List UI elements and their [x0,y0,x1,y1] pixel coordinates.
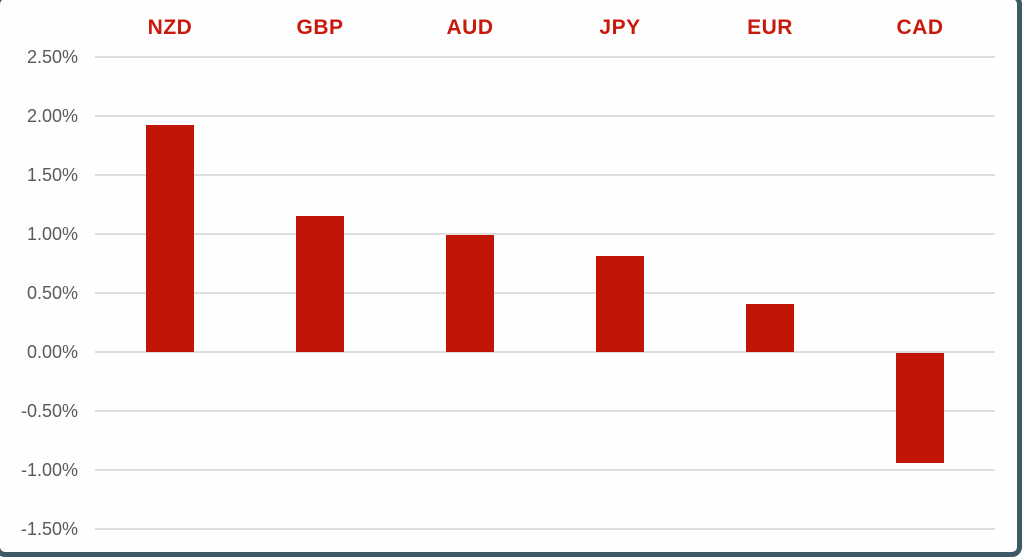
gridline [95,56,995,58]
gridline [95,410,995,412]
gridline [95,469,995,471]
y-axis-tick-label: -0.50% [20,401,78,421]
plot-area [95,56,995,530]
bar-nzd [146,125,194,352]
bar-cad [896,353,944,463]
gridline [95,292,995,294]
gridline [95,174,995,176]
y-axis-tick-label: -1.00% [20,460,78,480]
gridline [95,233,995,235]
category-label-gbp: GBP [296,16,344,39]
bar-eur [746,303,794,352]
category-label-jpy: JPY [599,16,641,39]
y-axis-tick-labels: 2.50% 2.00% 1.50% 1.00% 0.50% 0.00% -0.50% -1.0… [0,0,80,558]
bar-aud [446,235,494,352]
category-labels-row: NZD GBP AUD JPY EUR CAD [0,0,1024,48]
category-label-aud: AUD [446,16,494,39]
gridline [95,115,995,117]
bar-jpy [596,256,644,352]
y-axis-tick-label: 0.50% [26,283,78,303]
gridline [95,351,995,353]
y-axis-tick-label: -1.50% [20,519,78,539]
y-axis-tick-label: 1.50% [26,165,78,185]
bar-gbp [296,216,344,352]
y-axis-tick-label: 1.00% [26,224,78,244]
category-label-nzd: NZD [147,16,193,39]
y-axis-tick-label: 2.50% [26,47,78,67]
y-axis-tick-label: 0.00% [26,342,78,362]
category-label-eur: EUR [747,16,793,39]
category-label-cad: CAD [896,16,944,39]
y-axis-tick-label: 2.00% [26,106,78,126]
gridline [95,528,995,530]
